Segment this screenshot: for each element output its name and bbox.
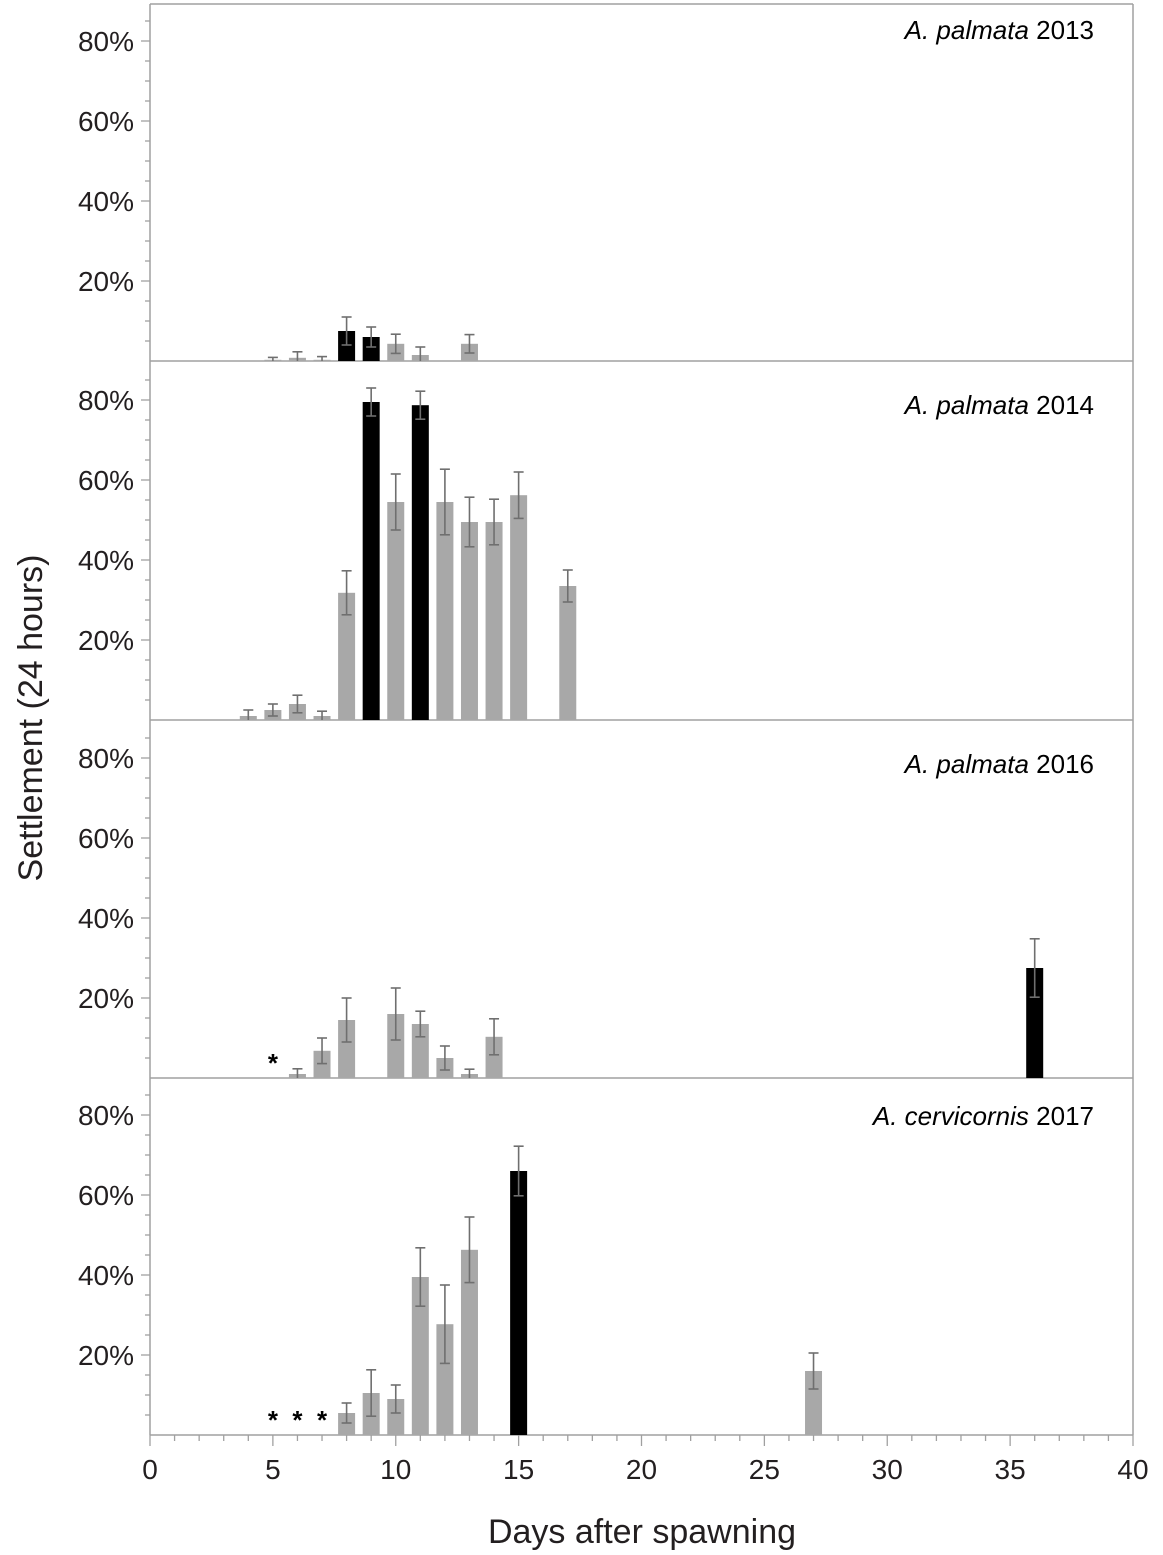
- y-axis-title: Settlement (24 hours): [12, 555, 50, 882]
- panel-title: A. palmata 2016: [903, 749, 1094, 779]
- bar: [411, 1277, 429, 1435]
- asterisk-mark: *: [268, 1048, 279, 1078]
- peak-bar: [1026, 968, 1044, 1078]
- peak-bar: [510, 1171, 528, 1435]
- y-tick-label: 60%: [78, 1180, 134, 1211]
- x-axis-title: Days after spawning: [488, 1513, 796, 1550]
- x-tick-label: 35: [995, 1454, 1026, 1485]
- bar: [338, 592, 356, 720]
- panel-title: A. palmata 2014: [903, 390, 1094, 420]
- x-tick-label: 40: [1117, 1454, 1148, 1485]
- panel-title-year: 2014: [1029, 390, 1094, 420]
- y-tick-label: 40%: [78, 545, 134, 576]
- peak-bar: [338, 331, 356, 361]
- y-tick-label: 60%: [78, 823, 134, 854]
- panel-title-year: 2016: [1029, 749, 1094, 779]
- y-tick-label: 40%: [78, 1260, 134, 1291]
- bar: [485, 1036, 503, 1078]
- peak-bar: [362, 402, 380, 720]
- x-tick-label: 15: [503, 1454, 534, 1485]
- panel-title-species: A. cervicornis: [871, 1101, 1029, 1131]
- bar: [387, 1399, 405, 1435]
- panel-title-species: A. palmata: [903, 15, 1029, 45]
- panel-title-year: 2017: [1029, 1101, 1094, 1131]
- bar: [510, 495, 528, 720]
- y-tick-label: 20%: [78, 625, 134, 656]
- y-tick-label: 80%: [78, 26, 134, 57]
- y-tick-label: 60%: [78, 465, 134, 496]
- panel-4: 20% 40% 60% 80% A. cervicornis 2017 * * *: [78, 1094, 1133, 1436]
- bar: [338, 1020, 356, 1078]
- bar: [338, 1413, 356, 1435]
- bar: [436, 502, 454, 720]
- bar: [460, 522, 478, 720]
- panel-title-species: A. palmata: [903, 749, 1029, 779]
- x-tick-label: 20: [626, 1454, 657, 1485]
- asterisk-mark: *: [268, 1405, 279, 1435]
- bar: [805, 1371, 823, 1435]
- y-tick-label: 20%: [78, 1340, 134, 1371]
- panel-title-year: 2013: [1029, 15, 1094, 45]
- y-tick-label: 40%: [78, 186, 134, 217]
- y-tick-label: 20%: [78, 266, 134, 297]
- x-tick-label: 25: [749, 1454, 780, 1485]
- panel-2: 20% 40% 60% 80% A. palmata 2014: [78, 379, 1133, 721]
- y-tick-label: 40%: [78, 903, 134, 934]
- peak-bar: [362, 337, 380, 361]
- bar: [436, 1324, 454, 1435]
- x-tick-label: 10: [380, 1454, 411, 1485]
- panel-title-species: A. palmata: [903, 390, 1029, 420]
- y-tick-label: 80%: [78, 743, 134, 774]
- bar: [559, 586, 577, 720]
- bar: [313, 1050, 331, 1078]
- panel-title: A. cervicornis 2017: [871, 1101, 1094, 1131]
- bar: [460, 1249, 478, 1435]
- y-tick-label: 80%: [78, 385, 134, 416]
- asterisk-mark: *: [317, 1405, 328, 1435]
- asterisk-mark: *: [292, 1405, 303, 1435]
- peak-bar: [411, 405, 429, 720]
- panel-1: 20% 40% 60% 80% A. palmata 2013: [78, 15, 1133, 362]
- panel-3: 20% 40% 60% 80% A. palmata 2016 *: [78, 737, 1133, 1079]
- x-tick-label: 0: [142, 1454, 158, 1485]
- y-tick-label: 80%: [78, 1100, 134, 1131]
- x-tick-label: 30: [872, 1454, 903, 1485]
- panel-title: A. palmata 2013: [903, 15, 1094, 45]
- bar: [485, 522, 503, 720]
- x-tick-label: 5: [265, 1454, 281, 1485]
- bar: [387, 502, 405, 720]
- y-tick-label: 60%: [78, 106, 134, 137]
- bar: [387, 1014, 405, 1078]
- y-tick-label: 20%: [78, 983, 134, 1014]
